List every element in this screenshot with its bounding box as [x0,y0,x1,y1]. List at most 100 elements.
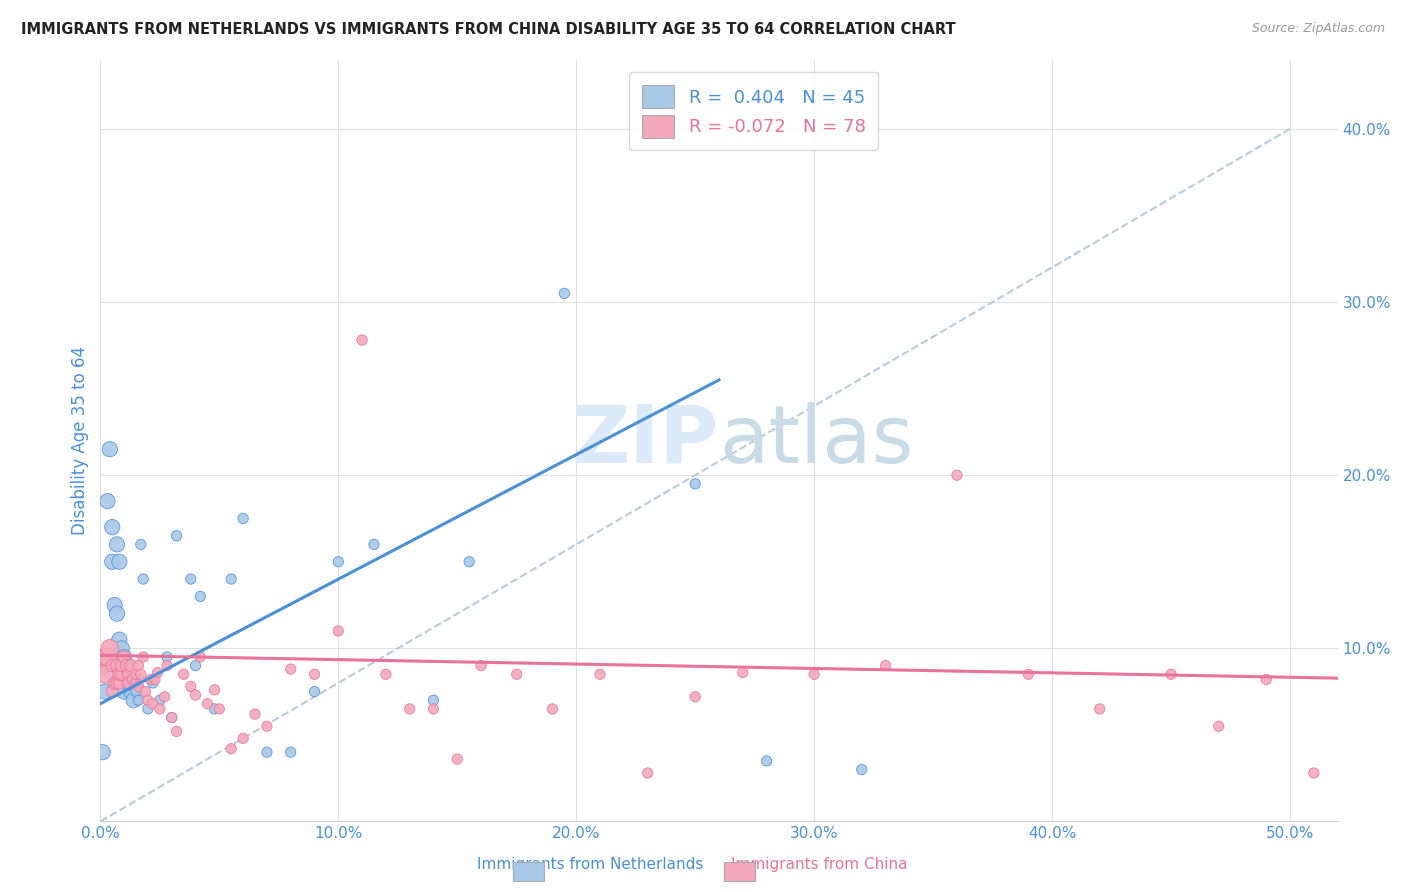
Point [125,667,148,681]
Point [136,693,159,707]
Point [108,676,131,690]
Point [122,673,145,687]
Point [104,676,127,690]
Point [160,710,183,724]
Point [219,572,242,586]
Point [108,632,131,647]
Point [180,680,202,694]
Point [422,693,444,707]
Point [111,658,134,673]
Point [1256,673,1278,687]
Point [127,693,149,707]
Point [946,468,969,483]
Point [1160,667,1182,681]
Point [94,684,117,698]
Y-axis label: Disability Age 35 to 64: Disability Age 35 to 64 [72,346,89,535]
Point [422,702,444,716]
Point [304,667,326,681]
Point [118,676,141,690]
Point [132,650,155,665]
Point [125,676,148,690]
Point [304,684,326,698]
Text: IMMIGRANTS FROM NETHERLANDS VS IMMIGRANTS FROM CHINA DISABILITY AGE 35 TO 64 COR: IMMIGRANTS FROM NETHERLANDS VS IMMIGRANT… [21,22,956,37]
Point [132,572,155,586]
Point [142,676,165,690]
Point [120,658,142,673]
Point [1088,702,1111,716]
Point [184,688,207,702]
Point [118,676,141,690]
Text: Source: ZipAtlas.com: Source: ZipAtlas.com [1251,22,1385,36]
Point [188,590,211,604]
Point [208,702,231,716]
Point [101,684,124,698]
Point [553,286,575,301]
Point [94,650,117,665]
Text: Immigrants from Netherlands: Immigrants from Netherlands [477,857,703,872]
Point [153,690,176,704]
Point [232,731,254,746]
Point [118,667,141,681]
Text: Immigrants from China: Immigrants from China [731,857,908,872]
Point [280,745,302,759]
Point [108,667,131,681]
Point [143,673,166,687]
Point [374,667,396,681]
Point [120,684,142,698]
Point [219,741,242,756]
Point [328,555,350,569]
Point [91,658,114,673]
Point [184,658,207,673]
Point [112,650,135,665]
Point [1374,662,1396,676]
Point [139,673,162,687]
Point [129,667,152,681]
Point [1208,719,1230,733]
Point [101,520,124,534]
Point [105,607,128,621]
Text: ZIP: ZIP [572,401,718,480]
Point [111,641,134,656]
Point [101,658,124,673]
Point [470,658,492,673]
Point [96,494,118,508]
Point [135,684,157,698]
Point [115,658,138,673]
Point [166,724,188,739]
Point [104,598,127,612]
Point [458,555,481,569]
Point [589,667,612,681]
Point [446,752,468,766]
Point [146,665,169,680]
Point [197,697,219,711]
Point [506,667,529,681]
Point [280,662,302,676]
Point [160,710,183,724]
Point [1398,702,1406,716]
Point [105,676,128,690]
Point [683,476,706,491]
Point [98,442,121,457]
Point [637,766,659,780]
Point [875,658,897,673]
Point [112,684,135,698]
Point [541,702,564,716]
Point [108,555,131,569]
Point [142,697,165,711]
Point [1302,766,1324,780]
Point [1017,667,1039,681]
Point [149,693,172,707]
Point [204,702,226,716]
Point [256,719,278,733]
Point [188,650,211,665]
Point [755,754,778,768]
Point [232,511,254,525]
Point [156,658,179,673]
Point [105,537,128,551]
Point [127,658,149,673]
Point [149,702,172,716]
Point [166,529,188,543]
Point [180,572,202,586]
Point [136,702,159,716]
Point [112,650,135,665]
